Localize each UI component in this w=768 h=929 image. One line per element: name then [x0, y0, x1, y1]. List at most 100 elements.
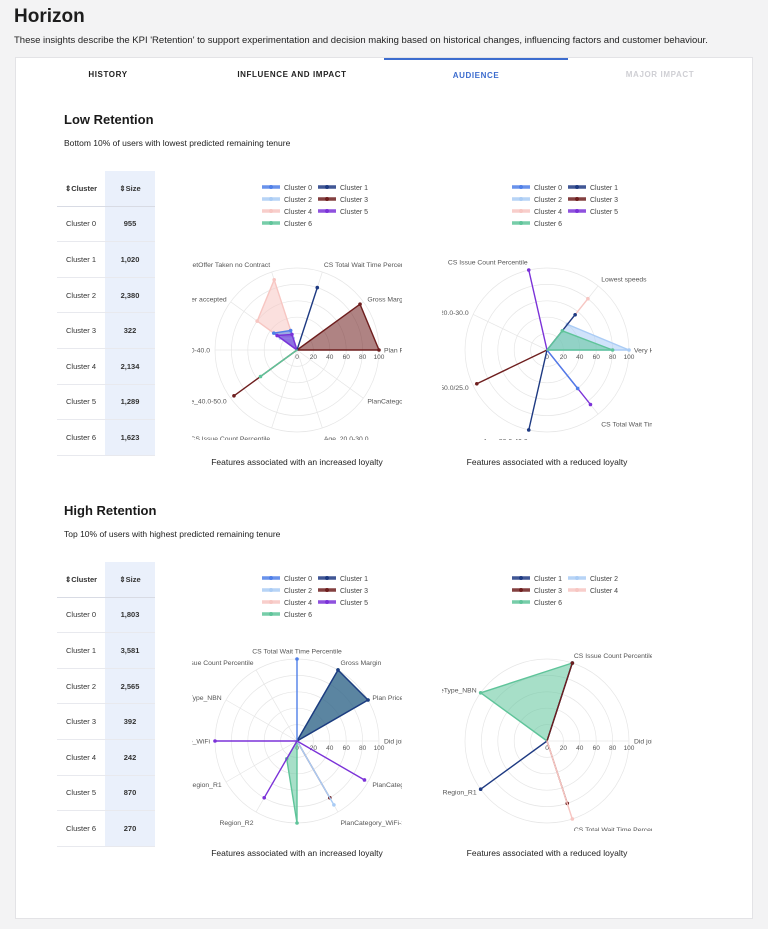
axis-label: fer accepted — [192, 296, 227, 303]
legend-item-cluster-4: Cluster 4 — [262, 600, 312, 607]
legend-marker — [575, 185, 579, 189]
legend-label: Cluster 1 — [590, 185, 618, 192]
legend-marker — [519, 221, 523, 225]
table-row[interactable]: Cluster 2 2,380 — [57, 277, 155, 314]
legend-label: Cluster 6 — [284, 221, 312, 228]
data-point — [526, 428, 531, 432]
cluster-size-cell: 242 — [105, 739, 155, 775]
legend-label: Cluster 3 — [340, 197, 368, 204]
data-point — [295, 821, 299, 825]
legend-marker — [519, 209, 523, 213]
cluster-name-cell: Cluster 0 — [65, 219, 96, 229]
table-row[interactable]: Cluster 0 955 — [57, 206, 155, 243]
data-point — [478, 691, 483, 695]
axis-label: Did join — [384, 739, 402, 746]
tab-history[interactable]: HISTORY — [88, 70, 128, 79]
axis-label: Region_R1 — [192, 782, 222, 789]
axis-label: ssue Count Percentile — [192, 660, 254, 667]
low-increased-loyalty-chart: Cluster 0 Cluster 1 Cluster 2 Cluster 3 Clus… — [182, 178, 408, 443]
legend-label: Cluster 0 — [284, 185, 312, 192]
table-row[interactable]: Cluster 5 1,289 — [57, 384, 155, 421]
legend-item-cluster-5: Cluster 5 — [318, 209, 368, 216]
legend-item-cluster-3: Cluster 3 — [318, 588, 368, 595]
table-row[interactable]: Cluster 1 3,581 — [57, 633, 155, 669]
high-reduced-loyalty-chart: Cluster 1 Cluster 2 Cluster 3 Cluster 4 Clus… — [437, 569, 657, 834]
table-row[interactable]: Cluster 1 1,020 — [57, 242, 155, 278]
legend-marker — [519, 600, 523, 604]
data-point — [315, 285, 320, 290]
cluster-name-cell: Cluster 4 — [65, 361, 96, 371]
low-reduced-loyalty-chart: Cluster 0 Cluster 1 Cluster 2 Cluster 3 Clus… — [435, 178, 660, 445]
legend-item-cluster-6: Cluster 6 — [512, 600, 562, 607]
radial-tick-label: 20 — [310, 354, 318, 361]
cluster-name-cell: Cluster 2 — [65, 681, 96, 691]
grid-spoke — [255, 669, 298, 742]
data-point — [586, 296, 590, 301]
size-column-header[interactable]: ⇕Size — [105, 171, 155, 206]
legend-item-cluster-6: Cluster 6 — [262, 221, 312, 228]
size-column-header[interactable]: ⇕Size — [105, 562, 155, 597]
axis-label: Age_30.0-40.0 — [483, 438, 528, 440]
legend-item-cluster-4: Cluster 4 — [262, 209, 312, 216]
tab-influence-and-impact[interactable]: INFLUENCE AND IMPACT — [237, 70, 347, 79]
cluster-column-header[interactable]: ⇕Cluster — [64, 574, 98, 584]
series-cluster-6 — [546, 328, 615, 352]
legend-item-cluster-0: Cluster 0 — [512, 185, 562, 192]
data-point — [258, 374, 263, 379]
table-row[interactable]: Cluster 3 392 — [57, 704, 155, 740]
legend-label: Cluster 2 — [590, 576, 618, 583]
series-cluster-3 — [475, 349, 548, 386]
data-point — [213, 739, 217, 743]
radial-tick-label: 100 — [374, 745, 385, 752]
cluster-size-cell: 1,803 — [105, 597, 155, 633]
legend-marker — [575, 588, 579, 592]
legend-label: Cluster 5 — [590, 209, 618, 216]
cluster-name-cell: Cluster 2 — [65, 290, 96, 300]
table-row[interactable]: Cluster 3 322 — [57, 313, 155, 349]
data-point — [275, 333, 279, 338]
cluster-size-cell: 2,134 — [105, 348, 155, 384]
table-row[interactable]: Cluster 6 1,623 — [57, 420, 155, 456]
table-row[interactable]: Cluster 4 242 — [57, 739, 155, 776]
legend-item-cluster-6: Cluster 6 — [262, 612, 312, 619]
legend-item-cluster-1: Cluster 1 — [318, 185, 368, 192]
legend-label: Cluster 5 — [340, 600, 368, 607]
data-point — [588, 402, 593, 407]
radar-svg: Cluster 0 Cluster 1 Cluster 2 Cluster 3 Clus… — [182, 185, 408, 443]
legend-marker — [269, 576, 273, 580]
cluster-column-header[interactable]: ⇕Cluster — [64, 183, 98, 193]
cluster-size-cell: 955 — [105, 206, 155, 242]
axis-label: PlanCategory_WiFi-3 — [341, 820, 403, 827]
cluster-size-cell: 1,623 — [105, 420, 155, 455]
cluster-size-cell: 270 — [105, 811, 155, 846]
grid-spoke — [296, 349, 364, 399]
series-cluster-6 — [258, 349, 298, 379]
data-point — [575, 386, 580, 391]
data-point — [295, 657, 299, 661]
radial-tick-label: 0 — [545, 745, 549, 752]
cluster-size-cell: 392 — [105, 704, 155, 739]
table-row[interactable]: Cluster 6 270 — [57, 811, 155, 847]
main-card: HISTORY INFLUENCE AND IMPACT AUDIENCE MA… — [15, 57, 753, 919]
axis-label: Region_R2 — [219, 820, 253, 827]
table-row[interactable]: Cluster 0 1,803 — [57, 597, 155, 634]
legend-item-cluster-6: Cluster 6 — [512, 221, 562, 228]
radial-tick-label: 0 — [545, 354, 549, 361]
chart-legend: Cluster 0 Cluster 1 Cluster 2 Cluster 3 Clus… — [512, 185, 618, 228]
axis-label: 250.0/25.0 — [442, 385, 469, 392]
legend-item-cluster-5: Cluster 5 — [568, 209, 618, 216]
table-row[interactable]: Cluster 4 2,134 — [57, 348, 155, 385]
tab-audience[interactable]: AUDIENCE — [384, 58, 568, 88]
data-point — [475, 381, 479, 386]
table-row[interactable]: Cluster 5 870 — [57, 775, 155, 812]
series-area — [276, 333, 298, 351]
radial-tick-label: 80 — [359, 354, 367, 361]
cluster-name-cell: Cluster 5 — [65, 397, 96, 407]
table-row[interactable]: Cluster 2 2,565 — [57, 668, 155, 705]
legend-item-cluster-3: Cluster 3 — [318, 197, 368, 204]
legend-marker — [519, 197, 523, 201]
radial-tick-label: 100 — [624, 354, 635, 361]
radial-tick-label: 80 — [609, 745, 617, 752]
axis-label: Lowest speeds — [601, 276, 647, 283]
data-point — [366, 698, 370, 702]
